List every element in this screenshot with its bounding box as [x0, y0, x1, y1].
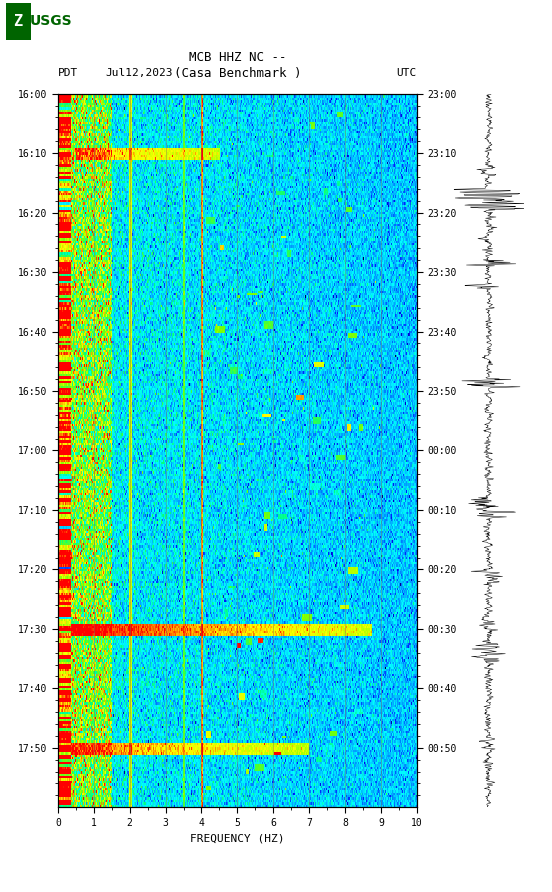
- Text: UTC: UTC: [396, 68, 417, 78]
- Text: PDT: PDT: [58, 68, 78, 78]
- Text: Jul12,2023: Jul12,2023: [105, 68, 172, 78]
- Text: USGS: USGS: [29, 14, 72, 29]
- X-axis label: FREQUENCY (HZ): FREQUENCY (HZ): [190, 833, 285, 843]
- Text: Z: Z: [14, 14, 23, 29]
- Text: MCB HHZ NC --: MCB HHZ NC --: [189, 52, 286, 64]
- FancyBboxPatch shape: [6, 3, 31, 40]
- Text: (Casa Benchmark ): (Casa Benchmark ): [174, 67, 301, 79]
